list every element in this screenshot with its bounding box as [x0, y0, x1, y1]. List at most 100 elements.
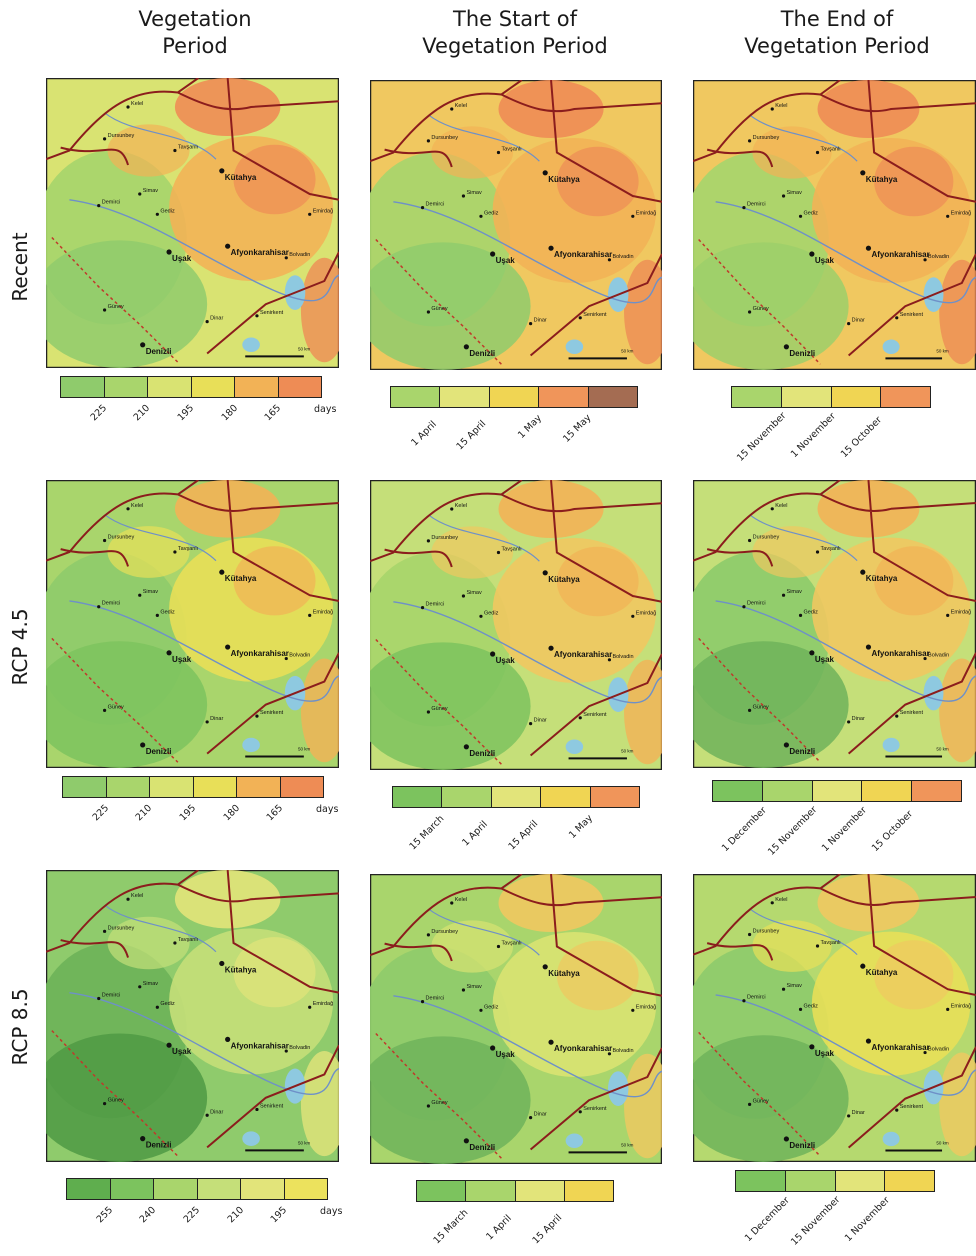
place-label: Denizli: [146, 1141, 172, 1150]
river: [715, 600, 976, 702]
place-label: Afyonkarahisar: [871, 649, 929, 658]
place-marker: [542, 170, 548, 176]
place-label: Tavşanlı: [501, 547, 521, 553]
legend-tick-label: 210: [131, 402, 153, 424]
place-marker: [781, 987, 786, 991]
place-marker: [140, 742, 146, 748]
place-label: Uşak: [815, 655, 835, 664]
place-marker: [798, 613, 803, 617]
place-marker: [284, 656, 288, 661]
legend-tick-label: 195: [268, 1204, 290, 1226]
legend-tick-label: 1 November: [788, 410, 838, 460]
legend-swatch: [61, 377, 105, 397]
place-label: Kütahya: [866, 574, 898, 583]
place-label: Simav: [143, 981, 159, 987]
place-marker: [103, 929, 107, 933]
place-label: Emirdağ: [313, 609, 333, 615]
place-marker: [542, 570, 548, 576]
legend-bar-rcp45_c1: [62, 776, 324, 798]
place-label: Simav: [787, 983, 803, 989]
place-label: Senirkent: [260, 310, 284, 316]
river: [749, 514, 858, 562]
place-label: Emirdağ: [636, 210, 656, 216]
place-label: Dinar: [852, 318, 865, 324]
river: [428, 514, 540, 562]
place-marker: [205, 320, 209, 324]
zone-southeast-hot: [939, 259, 976, 365]
place-label: Demirci: [102, 992, 121, 998]
place-marker: [255, 714, 259, 718]
legend-swatch: [466, 1181, 516, 1201]
zone-north-hot: [817, 480, 920, 538]
legend-bar-rcp45_c3: [712, 780, 962, 802]
legend-tick-label: 255: [94, 1204, 115, 1226]
place-marker: [103, 1102, 107, 1106]
col-title-vegetation-period: Vegetation Period: [138, 7, 252, 58]
legend-tick-label: 1 May: [567, 812, 596, 841]
place-label: Uşak: [172, 1047, 192, 1056]
place-label: Emirdağ: [313, 1001, 333, 1007]
place-marker: [895, 1108, 899, 1112]
legend-unit: days: [314, 404, 337, 415]
legend-swatch: [539, 387, 589, 407]
place-label: Tavşanlı: [501, 941, 521, 947]
legend-tick-label: 15 October: [869, 808, 916, 854]
legend-tick-label: 1 November: [819, 804, 869, 854]
place-marker: [490, 251, 496, 257]
legend-tick-label: 1 December: [719, 804, 769, 854]
place-marker: [461, 988, 466, 992]
place-label: Dursunbey: [431, 929, 458, 935]
place-label: Tavşanlı: [821, 940, 841, 946]
scale-label: 50 km: [621, 349, 634, 354]
place-marker: [781, 593, 786, 597]
place-marker: [798, 214, 803, 218]
place-label: Demirci: [426, 602, 445, 608]
place-label: Kelel: [775, 897, 787, 903]
place-label: Gediz: [804, 1003, 819, 1009]
place-label: Güney: [108, 304, 124, 310]
place-marker: [783, 1136, 789, 1142]
legend-tick-label: 1 April: [484, 1212, 514, 1243]
place-marker: [809, 650, 815, 656]
legend-swatch: [197, 1179, 241, 1199]
legend-swatch: [812, 781, 863, 801]
river: [393, 601, 662, 704]
place-label: Senirkent: [583, 1106, 607, 1112]
place-marker: [426, 139, 430, 143]
place-marker: [461, 194, 466, 198]
place-label: Bolvadin: [928, 653, 949, 659]
place-marker: [748, 1102, 752, 1106]
place-label: Kelel: [775, 103, 787, 109]
place-label: Gediz: [484, 1004, 499, 1010]
province-border: [370, 874, 662, 1151]
place-marker: [895, 316, 899, 320]
place-label: Demirci: [102, 200, 121, 206]
place-label: Senirkent: [900, 1104, 924, 1110]
legend-tick-label: 15 April: [454, 418, 489, 453]
legend-tick-label: 180: [219, 402, 240, 424]
place-marker: [496, 550, 501, 555]
place-marker: [496, 150, 501, 155]
legend-swatch: [541, 787, 591, 807]
legend-unit: days: [320, 1206, 343, 1217]
zone-southwest-cold: [693, 242, 849, 370]
place-label: Denizli: [789, 747, 815, 756]
legend-swatch: [831, 387, 882, 407]
place-marker: [742, 206, 746, 210]
map-panel-rcp85_c3: Kelel Dursunbey Tavşanlı Kütahya Simav Demirc…: [693, 874, 976, 1162]
legend-tick-label: 225: [88, 402, 109, 424]
legend-swatch: [885, 1171, 934, 1191]
zone-north-hot: [498, 80, 604, 138]
river: [428, 114, 540, 162]
place-label: Gediz: [160, 208, 175, 214]
place-label: Tavşanlı: [821, 147, 841, 153]
place-label: Kelel: [455, 503, 467, 509]
river: [104, 112, 217, 160]
place-marker: [103, 538, 107, 543]
place-label: Kelel: [131, 503, 143, 509]
zone-southwest-cold: [46, 641, 208, 768]
legend-swatch: [391, 387, 441, 407]
scale-label: 50 km: [298, 747, 311, 752]
legend-tick-label: 240: [137, 1204, 159, 1226]
place-marker: [860, 569, 866, 575]
